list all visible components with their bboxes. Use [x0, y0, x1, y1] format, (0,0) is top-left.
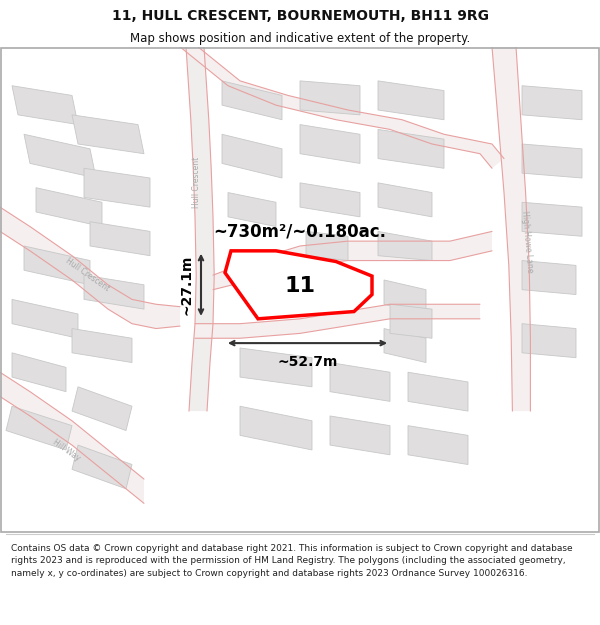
Polygon shape	[240, 348, 312, 387]
Polygon shape	[72, 387, 132, 431]
Polygon shape	[390, 304, 432, 338]
Polygon shape	[0, 207, 180, 329]
Text: Map shows position and indicative extent of the property.: Map shows position and indicative extent…	[130, 32, 470, 45]
Polygon shape	[522, 261, 576, 294]
Text: Hull Crescent: Hull Crescent	[193, 158, 202, 209]
Polygon shape	[12, 86, 78, 124]
Polygon shape	[384, 329, 426, 362]
Polygon shape	[12, 299, 78, 338]
Polygon shape	[213, 231, 492, 290]
Polygon shape	[300, 124, 360, 163]
Polygon shape	[72, 329, 132, 362]
Polygon shape	[186, 47, 214, 411]
Polygon shape	[24, 134, 96, 178]
Polygon shape	[330, 362, 390, 401]
Text: Contains OS data © Crown copyright and database right 2021. This information is : Contains OS data © Crown copyright and d…	[11, 544, 572, 578]
Polygon shape	[90, 222, 150, 256]
Polygon shape	[72, 445, 132, 489]
Polygon shape	[228, 192, 276, 226]
Polygon shape	[12, 353, 66, 392]
Polygon shape	[195, 304, 480, 338]
Polygon shape	[24, 246, 90, 285]
Polygon shape	[408, 426, 468, 464]
Polygon shape	[522, 144, 582, 178]
Text: ~52.7m: ~52.7m	[277, 355, 338, 369]
Text: ~730m²/~0.180ac.: ~730m²/~0.180ac.	[213, 222, 386, 241]
Text: Hill Way: Hill Way	[50, 438, 82, 462]
Polygon shape	[0, 372, 144, 503]
Polygon shape	[306, 231, 348, 261]
Polygon shape	[522, 324, 576, 357]
Polygon shape	[384, 280, 426, 314]
Text: 11, HULL CRESCENT, BOURNEMOUTH, BH11 9RG: 11, HULL CRESCENT, BOURNEMOUTH, BH11 9RG	[112, 9, 488, 23]
Polygon shape	[378, 183, 432, 217]
Polygon shape	[378, 231, 432, 261]
Polygon shape	[300, 81, 360, 115]
Polygon shape	[378, 81, 444, 120]
Text: High Howe Lane: High Howe Lane	[520, 210, 534, 272]
Polygon shape	[225, 251, 372, 319]
Polygon shape	[6, 406, 72, 450]
Polygon shape	[222, 134, 282, 178]
Polygon shape	[522, 86, 582, 120]
Text: 11: 11	[284, 276, 316, 296]
Polygon shape	[408, 372, 468, 411]
Polygon shape	[522, 202, 582, 236]
Polygon shape	[240, 406, 312, 450]
Polygon shape	[180, 47, 504, 168]
Text: Hull Crescent: Hull Crescent	[64, 257, 110, 294]
Polygon shape	[36, 188, 102, 226]
Polygon shape	[300, 183, 360, 217]
Polygon shape	[222, 81, 282, 120]
Polygon shape	[72, 115, 144, 154]
Polygon shape	[330, 416, 390, 455]
Polygon shape	[84, 275, 144, 309]
Text: ~27.1m: ~27.1m	[180, 254, 194, 315]
Polygon shape	[492, 47, 530, 411]
Polygon shape	[378, 129, 444, 168]
Polygon shape	[84, 168, 150, 207]
